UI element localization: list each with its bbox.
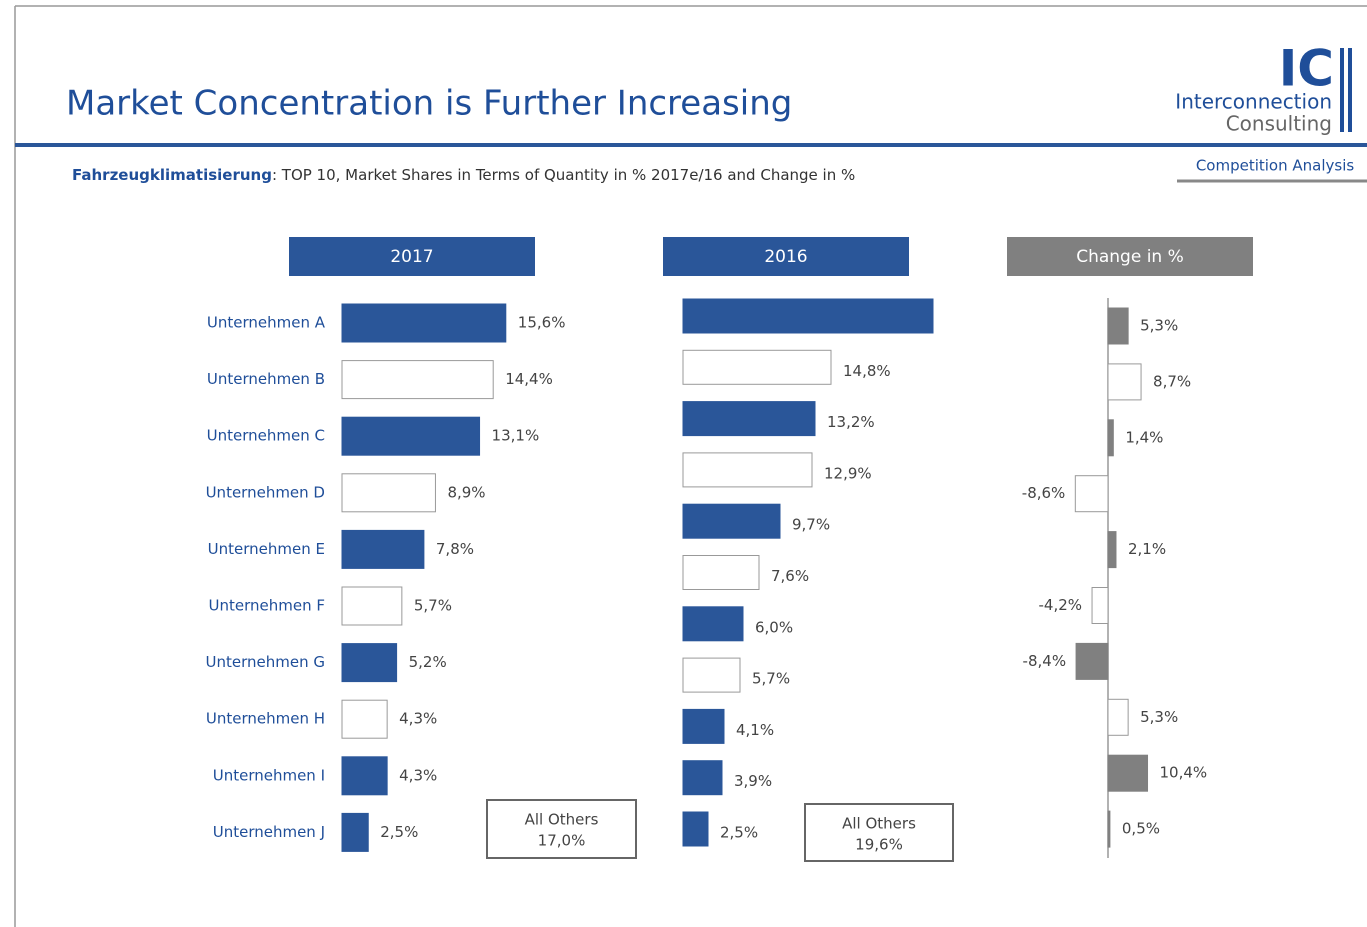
bar <box>341 643 398 683</box>
value-label: 7,6% <box>771 567 809 585</box>
value-label: 2,5% <box>720 824 758 842</box>
others-value: 19,6% <box>855 836 903 854</box>
bar <box>1107 419 1114 457</box>
panel-header <box>1007 237 1253 276</box>
bar <box>682 401 816 437</box>
subtitle: Fahrzeugklimatisierung: TOP 10, Market S… <box>72 166 855 184</box>
category-label: Unternehmen E <box>208 540 325 558</box>
bar <box>1074 475 1109 513</box>
value-label: 5,7% <box>752 670 790 688</box>
bar <box>1075 642 1109 680</box>
section-label: Competition Analysis <box>1196 157 1355 175</box>
others-value: 17,0% <box>538 832 586 850</box>
value-label: 14,4% <box>505 370 553 388</box>
value-label: 15,6% <box>518 314 566 332</box>
value-label: 13,2% <box>827 413 875 431</box>
category-label: Unternehmen C <box>207 427 325 445</box>
subtitle-text: : TOP 10, Market Shares in Terms of Quan… <box>272 166 855 184</box>
value-label: 7,8% <box>436 540 474 558</box>
bar <box>1107 698 1129 736</box>
bar <box>1107 307 1129 345</box>
value-label: 12,9% <box>824 464 872 482</box>
category-label: Unternehmen D <box>206 483 325 501</box>
bar <box>682 760 723 796</box>
panel-title: Change in % <box>1076 247 1184 267</box>
logo-mark: IC <box>1279 40 1334 98</box>
logo-text: Interconnection <box>1175 90 1332 114</box>
value-label: 1,4% <box>1125 428 1163 446</box>
value-label: 13,1% <box>492 427 540 445</box>
value-label: -4,2% <box>1039 596 1083 614</box>
value-label: 6,0% <box>755 618 793 636</box>
others-box <box>486 799 637 859</box>
bar <box>1107 531 1117 569</box>
others-label: All Others <box>842 815 916 833</box>
bar <box>1107 754 1149 792</box>
panel-header <box>289 237 535 276</box>
category-label: Unternehmen F <box>209 597 325 615</box>
bar <box>341 529 425 569</box>
bar <box>682 555 760 590</box>
value-label: 10,4% <box>1160 764 1208 782</box>
bar <box>341 756 388 796</box>
slide-title: Market Concentration is Further Increasi… <box>66 84 792 124</box>
panel-title: 2017 <box>390 247 433 267</box>
category-label: Unternehmen J <box>213 823 325 841</box>
value-label: 8,9% <box>447 483 485 501</box>
category-label: Unternehmen I <box>213 766 325 784</box>
value-label: 5,7% <box>414 597 452 615</box>
logo-text: Consulting <box>1226 112 1332 136</box>
category-label: Unternehmen A <box>207 314 326 332</box>
bar <box>341 303 507 343</box>
value-label: 9,7% <box>792 516 830 534</box>
bar <box>341 473 436 513</box>
bar <box>1107 363 1142 401</box>
bar <box>682 811 709 847</box>
bar <box>682 657 741 693</box>
bar <box>682 452 813 488</box>
bar <box>341 360 494 400</box>
panel-header <box>663 237 909 276</box>
bar <box>1107 810 1111 848</box>
bar <box>682 606 744 642</box>
value-label: 2,5% <box>380 823 418 841</box>
bar <box>682 298 934 334</box>
value-label: 5,3% <box>1140 317 1178 335</box>
bar <box>682 708 725 744</box>
value-label: 14,8% <box>843 362 891 380</box>
value-label: 4,3% <box>399 766 437 784</box>
value-label: 5,2% <box>409 653 447 671</box>
value-label: 4,3% <box>399 710 437 728</box>
bar <box>341 416 481 456</box>
value-label: 4,1% <box>736 721 774 739</box>
logo-bar <box>1348 48 1352 132</box>
bar <box>1091 587 1109 624</box>
value-label: 0,5% <box>1122 820 1160 838</box>
bar <box>341 812 369 852</box>
logo-bar <box>1340 48 1344 132</box>
others-label: All Others <box>525 811 599 829</box>
category-label: Unternehmen H <box>206 710 325 728</box>
value-label: 3,9% <box>734 772 772 790</box>
subtitle-bold: Fahrzeugklimatisierung <box>72 166 272 184</box>
value-label: 8,7% <box>1153 372 1191 390</box>
category-label: Unternehmen B <box>207 370 325 388</box>
bar <box>341 699 388 739</box>
panel-title: 2016 <box>764 247 807 267</box>
value-label: -8,6% <box>1022 484 1066 502</box>
others-box <box>804 803 954 862</box>
bar <box>682 503 781 539</box>
value-label: 5,3% <box>1140 708 1178 726</box>
value-label: 2,1% <box>1128 540 1166 558</box>
category-label: Unternehmen G <box>206 653 325 671</box>
bar <box>682 349 832 385</box>
bar <box>341 586 403 626</box>
value-label: -8,4% <box>1023 652 1067 670</box>
